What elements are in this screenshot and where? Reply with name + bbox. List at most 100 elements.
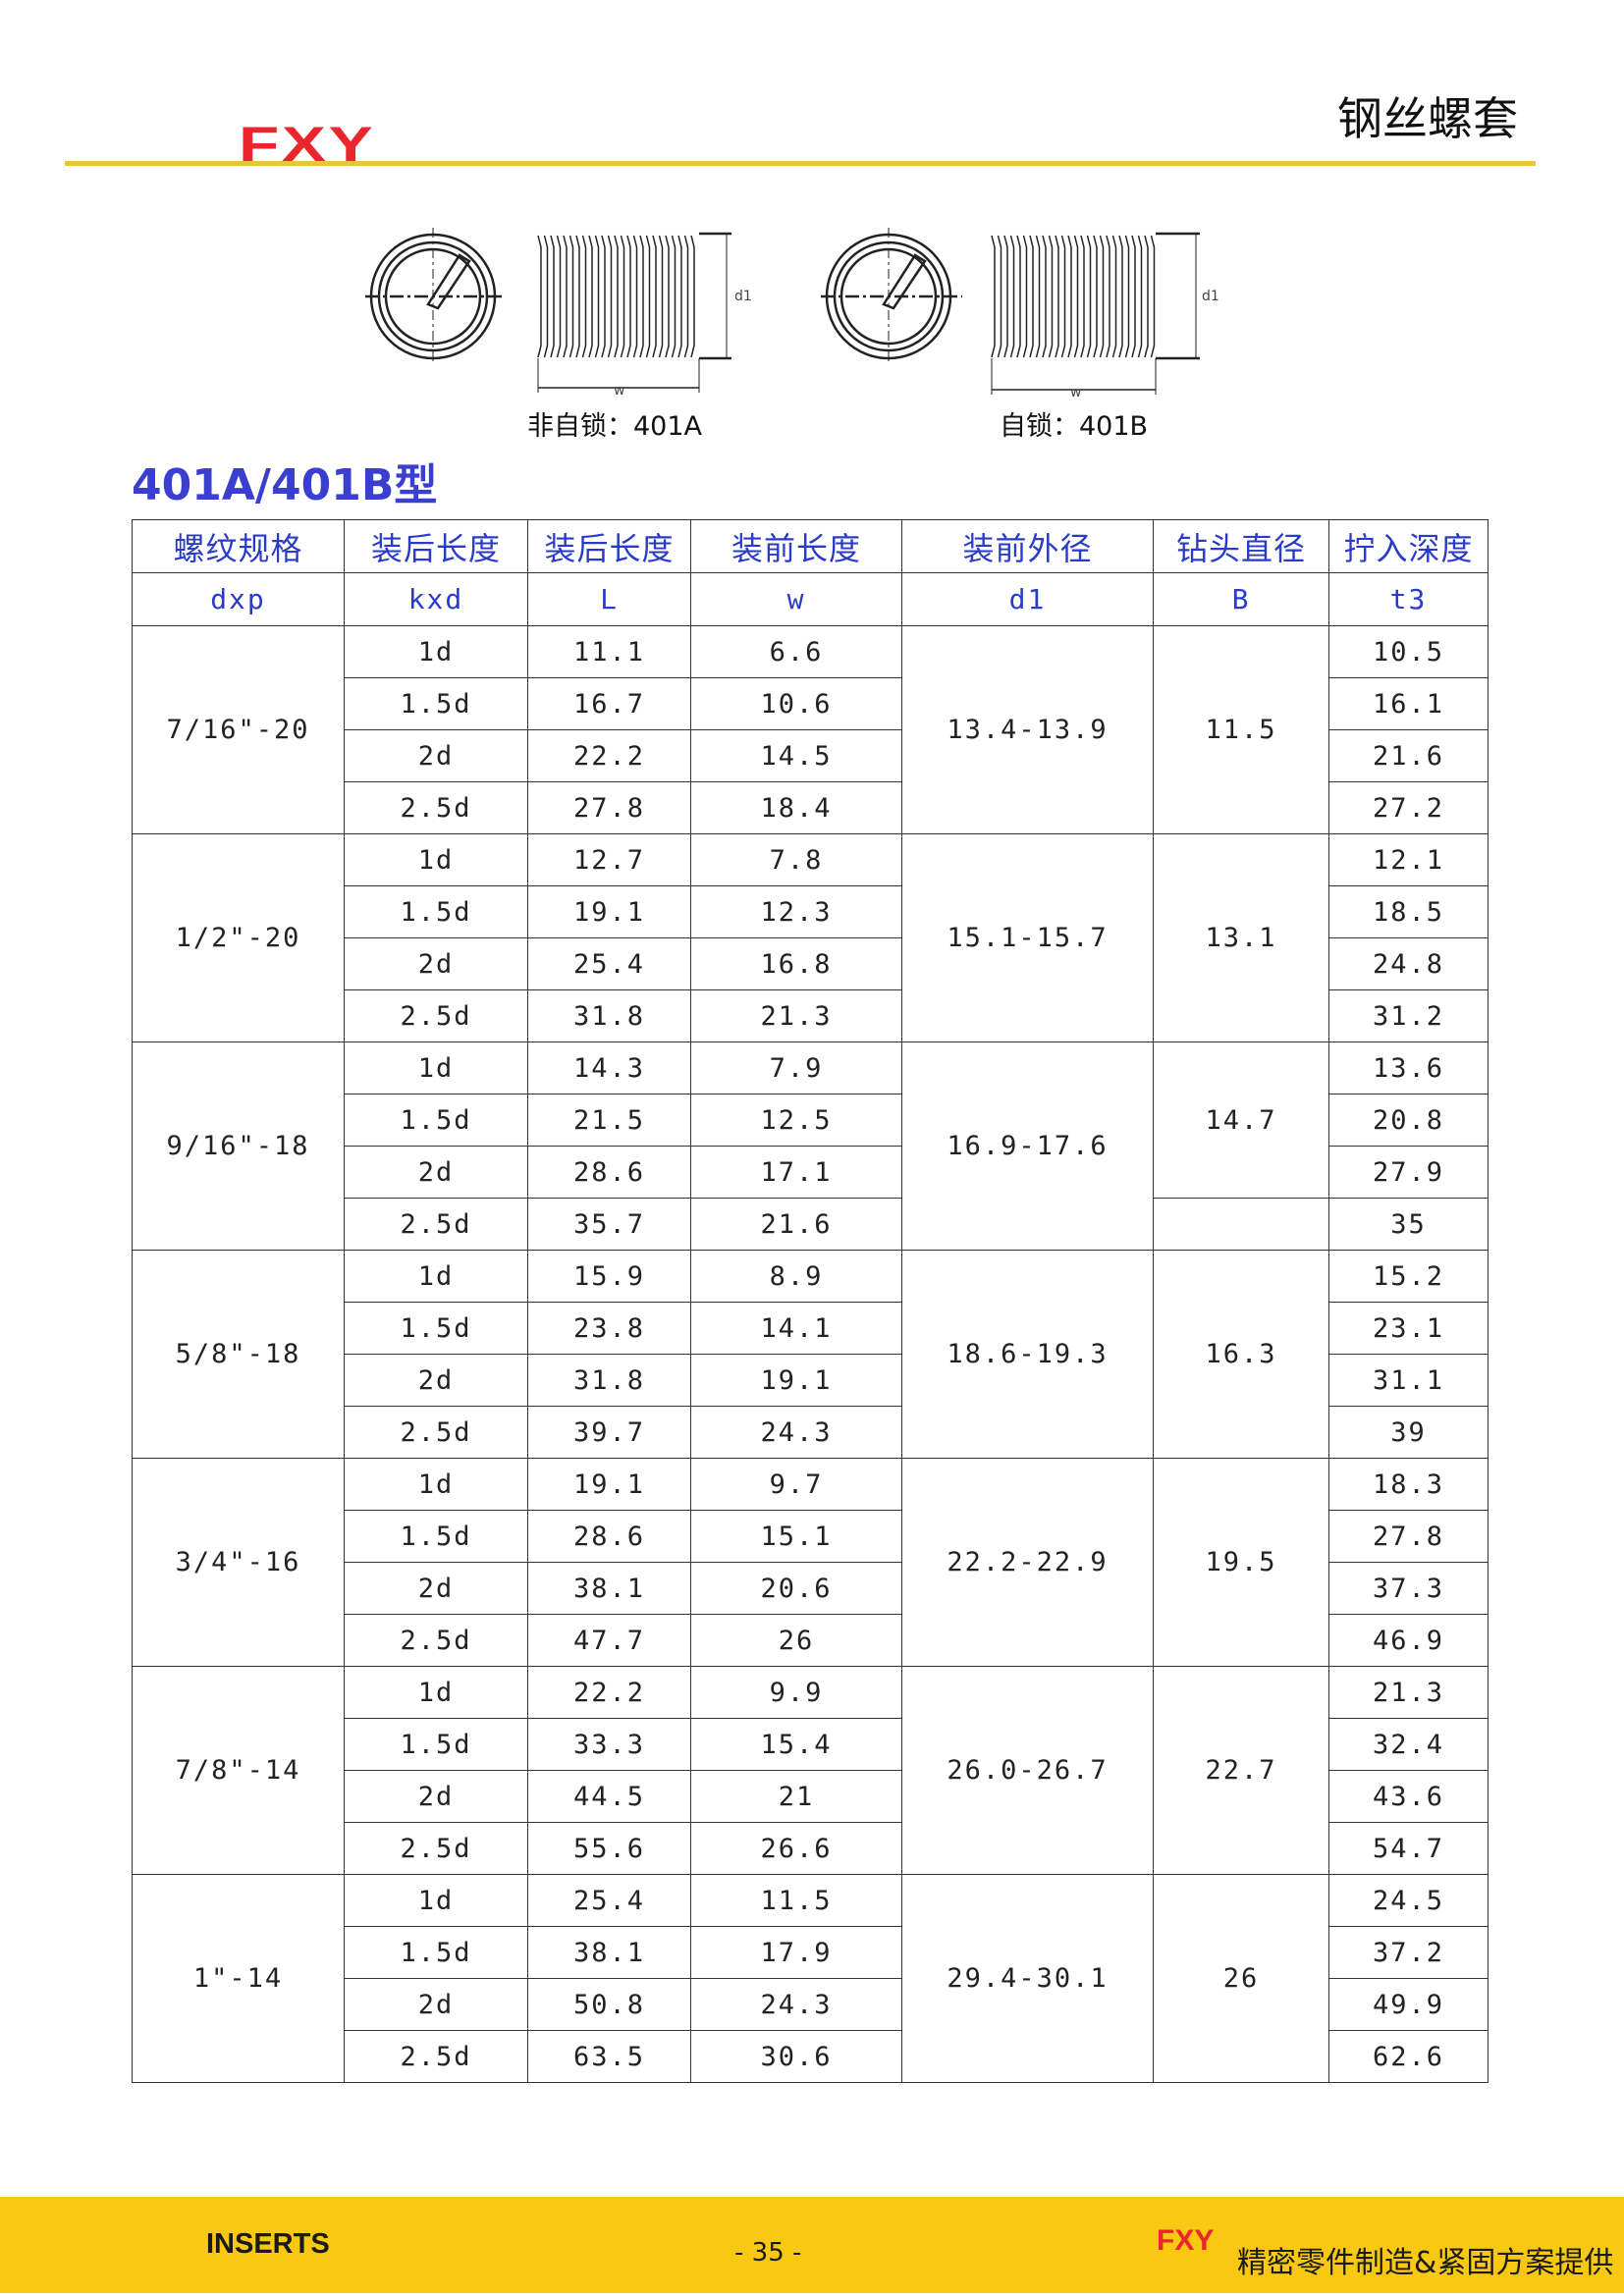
table-row: 2.5d 63.5 30.6 62.6 [133, 2030, 1489, 2083]
header-row: 螺纹规格 装后长度 装后长度 装前长度 装前外径 钻头直径 拧入深度 [132, 519, 1489, 573]
l-cell: 33.3 [527, 1718, 691, 1771]
table-row: 1.5d 38.1 17.9 37.2 [133, 1926, 1489, 1979]
thread-spec-cell: 5/8"-18 [132, 1250, 345, 1459]
l-cell: 16.7 [527, 677, 691, 730]
fxy-logo: FXY [239, 117, 376, 172]
t3-cell: 21.6 [1328, 729, 1489, 782]
column-symbol: dxp [132, 572, 345, 626]
table-row: 2d 38.1 20.6 37.3 [133, 1562, 1489, 1615]
l-cell: 19.1 [527, 1458, 691, 1511]
caption-401b: 自锁：401B [1000, 411, 1149, 442]
t3-cell: 31.1 [1328, 1354, 1489, 1407]
table-row: 7/8"-14 1d 22.2 9.9 26.0-26.7 22.7 21.3 [132, 1666, 1489, 1875]
table-row: 2d 22.2 14.5 21.6 [133, 729, 1489, 782]
l-cell: 14.3 [527, 1041, 691, 1095]
section-title: 401A/401B型 [132, 460, 438, 510]
l-cell: 35.7 [527, 1198, 691, 1251]
l-cell: 21.5 [527, 1094, 691, 1147]
table-row: 2.5d 35.7 21.6 35 [133, 1198, 1489, 1251]
w-cell: 26.6 [690, 1822, 902, 1875]
k-cell: 1.5d [344, 1718, 528, 1771]
column-symbol: kxd [344, 572, 528, 626]
w-cell: 11.5 [690, 1874, 902, 1927]
w-cell: 20.6 [690, 1562, 902, 1615]
k-cell: 1d [344, 1874, 528, 1927]
t3-cell: 15.2 [1328, 1250, 1489, 1303]
k-cell: 1.5d [344, 885, 528, 938]
t3-cell: 16.1 [1328, 677, 1489, 730]
t3-cell: 24.5 [1328, 1874, 1489, 1927]
footer-slogan: 精密零件制造&紧固方案提供 [1237, 2246, 1614, 2280]
t3-cell: 21.3 [1328, 1666, 1489, 1719]
table-row: 1.5d 21.5 12.5 20.8 [133, 1094, 1489, 1147]
l-cell: 38.1 [527, 1926, 691, 1979]
d1-cell: 26.0-26.7 [901, 1666, 1154, 1875]
t3-cell: 49.9 [1328, 1978, 1489, 2031]
k-cell: 2.5d [344, 2030, 528, 2083]
t3-cell: 37.3 [1328, 1562, 1489, 1615]
k-cell: 1.5d [344, 1926, 528, 1979]
w-cell: 30.6 [690, 2030, 902, 2083]
k-cell: 2.5d [344, 989, 528, 1042]
k-cell: 1d [344, 1666, 528, 1719]
w-cell: 7.9 [690, 1041, 902, 1095]
d1-cell: 18.6-19.3 [901, 1250, 1154, 1459]
column-header: 装前长度 [690, 519, 902, 573]
dim-d1-label-a: d1 [734, 289, 752, 304]
t3-cell: 37.2 [1328, 1926, 1489, 1979]
d1-cell: 29.4-30.1 [901, 1874, 1154, 2083]
w-cell: 15.1 [690, 1510, 902, 1563]
header-divider [65, 161, 1536, 166]
k-cell: 2.5d [344, 1198, 528, 1251]
l-cell: 23.8 [527, 1302, 691, 1355]
w-cell: 7.8 [690, 833, 902, 886]
w-cell: 10.6 [690, 677, 902, 730]
table-row: 2.5d 55.6 26.6 54.7 [133, 1822, 1489, 1875]
k-cell: 1d [344, 1250, 528, 1303]
table-row: 1.5d 28.6 15.1 27.8 [133, 1510, 1489, 1563]
k-cell: 2d [344, 937, 528, 990]
dim-w-label-a: w [614, 383, 624, 399]
k-cell: 2d [344, 1978, 528, 2031]
l-cell: 31.8 [527, 1354, 691, 1407]
table-row: 7/16"-20 1d 11.1 6.6 13.4-13.9 11.5 10.5 [132, 625, 1489, 834]
l-cell: 28.6 [527, 1146, 691, 1199]
t3-cell: 12.1 [1328, 833, 1489, 886]
table-row: 3/4"-16 1d 19.1 9.7 22.2-22.9 19.5 18.3 [132, 1458, 1489, 1667]
d1-cell: 22.2-22.9 [901, 1458, 1154, 1667]
k-cell: 1d [344, 833, 528, 886]
t3-cell: 43.6 [1328, 1770, 1489, 1823]
column-symbol: t3 [1328, 572, 1489, 626]
k-cell: 2d [344, 1146, 528, 1199]
column-header: 装后长度 [344, 519, 528, 573]
table-row: 2d 50.8 24.3 49.9 [133, 1978, 1489, 2031]
t3-cell: 27.8 [1328, 1510, 1489, 1563]
table-row: 5/8"-18 1d 15.9 8.9 18.6-19.3 16.3 15.2 [132, 1250, 1489, 1459]
w-cell: 14.5 [690, 729, 902, 782]
column-symbol: w [690, 572, 902, 626]
w-cell: 26 [690, 1614, 902, 1667]
k-cell: 2d [344, 1770, 528, 1823]
table-row: 1/2"-20 1d 12.7 7.8 15.1-15.7 13.1 12.1 [132, 833, 1489, 1042]
dim-d1-label-b: d1 [1202, 289, 1219, 304]
table-row: 2d 25.4 16.8 24.8 [133, 937, 1489, 990]
k-cell: 1d [344, 625, 528, 678]
l-cell: 22.2 [527, 1666, 691, 1719]
t3-cell: 18.5 [1328, 885, 1489, 938]
l-cell: 15.9 [527, 1250, 691, 1303]
table-row: 1.5d 19.1 12.3 18.5 [133, 885, 1489, 938]
w-cell: 8.9 [690, 1250, 902, 1303]
k-cell: 1.5d [344, 1302, 528, 1355]
diagram-401a [365, 228, 731, 393]
w-cell: 6.6 [690, 625, 902, 678]
t3-cell: 24.8 [1328, 937, 1489, 990]
table-row: 2d 31.8 19.1 31.1 [133, 1354, 1489, 1407]
w-cell: 16.8 [690, 937, 902, 990]
drill-diameter-cell: 14.7 [1153, 1041, 1329, 1199]
t3-cell: 39 [1328, 1406, 1489, 1459]
k-cell: 2d [344, 1562, 528, 1615]
k-cell: 2d [344, 729, 528, 782]
column-header: 装后长度 [527, 519, 691, 573]
t3-cell: 54.7 [1328, 1822, 1489, 1875]
